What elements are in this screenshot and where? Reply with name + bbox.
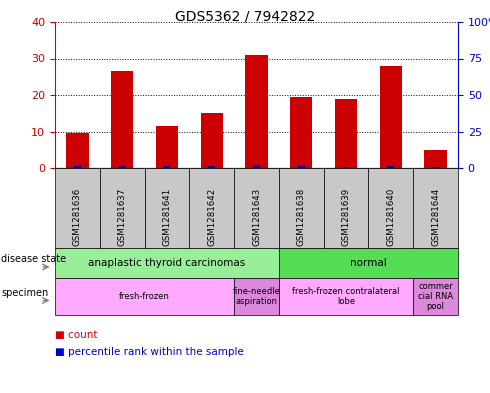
Bar xyxy=(253,165,260,168)
Bar xyxy=(74,166,81,168)
Bar xyxy=(164,166,171,168)
Text: GSM1281636: GSM1281636 xyxy=(73,188,82,246)
Bar xyxy=(66,133,89,168)
Bar xyxy=(200,113,223,168)
Text: GDS5362 / 7942822: GDS5362 / 7942822 xyxy=(175,10,315,24)
Bar xyxy=(290,97,313,168)
Text: fine-needle
aspiration: fine-needle aspiration xyxy=(233,287,280,306)
Text: ■ count: ■ count xyxy=(55,330,98,340)
Text: fresh-frozen contralateral
lobe: fresh-frozen contralateral lobe xyxy=(293,287,400,306)
Bar xyxy=(208,166,215,168)
Text: fresh-frozen: fresh-frozen xyxy=(119,292,170,301)
Text: normal: normal xyxy=(350,258,387,268)
Text: GSM1281638: GSM1281638 xyxy=(297,188,306,246)
Text: GSM1281637: GSM1281637 xyxy=(118,188,127,246)
Bar xyxy=(343,167,349,168)
Bar xyxy=(380,66,402,168)
Bar xyxy=(298,166,305,168)
Text: GSM1281644: GSM1281644 xyxy=(431,188,440,246)
Bar xyxy=(119,166,125,168)
Bar xyxy=(245,55,268,168)
Text: commer
cial RNA
pool: commer cial RNA pool xyxy=(418,282,453,311)
Bar xyxy=(156,126,178,168)
Text: GSM1281640: GSM1281640 xyxy=(386,188,395,246)
Text: disease state: disease state xyxy=(1,254,66,264)
Text: GSM1281643: GSM1281643 xyxy=(252,188,261,246)
Text: GSM1281639: GSM1281639 xyxy=(342,188,350,246)
Bar xyxy=(424,150,447,168)
Bar xyxy=(335,99,357,168)
Text: GSM1281642: GSM1281642 xyxy=(207,188,216,246)
Text: ■ percentile rank within the sample: ■ percentile rank within the sample xyxy=(55,347,244,357)
Bar xyxy=(111,71,133,168)
Text: anaplastic thyroid carcinomas: anaplastic thyroid carcinomas xyxy=(88,258,245,268)
Bar xyxy=(432,167,439,168)
Text: GSM1281641: GSM1281641 xyxy=(163,188,172,246)
Text: specimen: specimen xyxy=(1,288,48,298)
Bar xyxy=(388,166,394,168)
